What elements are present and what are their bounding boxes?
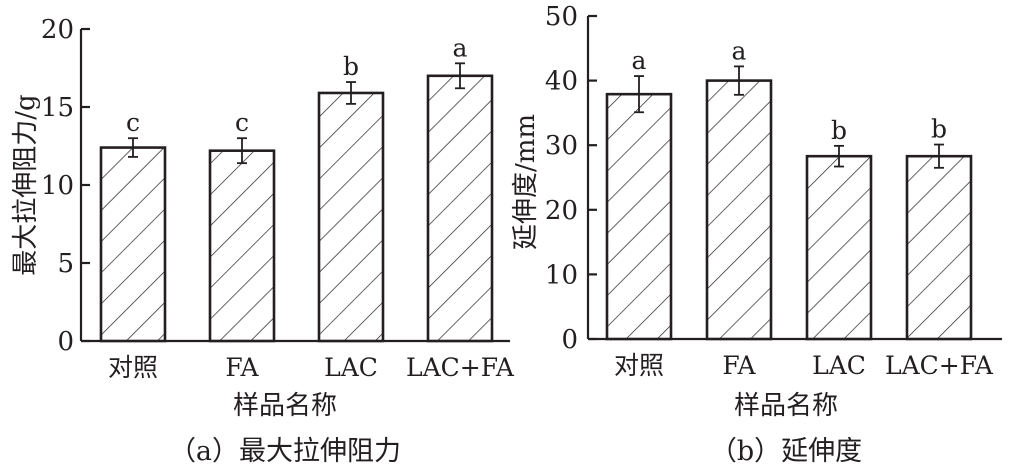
error-bar [934,143,944,169]
significance-label: b [831,116,847,145]
category-label: 对照 [108,353,158,382]
category-label: FA [225,353,259,382]
y-tick-label: 5 [57,249,74,279]
chart-panel-a: 0 5 10 15 20 对照 FA LAC LAC+FA c c b a 最大拉伸阻力/g 样品名… [11,15,515,467]
category-label: LAC [324,353,378,382]
bars-b: a a b b [605,36,973,341]
bar [705,79,773,341]
x-axis-title-b: 样品名称 [734,391,838,421]
error-bar [455,62,465,90]
y-tick-label: 40 [545,67,578,97]
error-bar [237,137,247,165]
error-bar [128,137,138,158]
y-axis-title-b: 延伸度/mm [511,114,541,250]
bar [99,146,167,343]
y-tick-label: 15 [41,93,74,123]
category-label: LAC+FA [885,351,994,380]
significance-label: b [343,52,359,81]
error-bar [634,75,644,114]
bar [905,154,973,341]
error-bar [834,144,844,168]
error-bar [734,65,744,96]
significance-label: a [453,33,468,62]
y-axis-b: 0 10 20 30 40 50 [545,2,597,355]
significance-label: b [931,115,947,144]
caption-a: （a）最大拉伸阻力 [169,436,401,467]
significance-label: c [235,108,249,137]
y-axis-a: 0 5 10 15 20 [41,15,90,357]
x-axis-b: 对照 FA LAC LAC+FA [588,337,1002,380]
chart-panel-b: 0 10 20 30 40 50 对照 FA LAC LAC+FA a a b b 延伸度/mm 样品… [511,2,1002,467]
y-tick-label: 20 [545,196,578,226]
y-tick-label: 50 [545,2,578,32]
y-axis-title-a: 最大拉伸阻力/g [11,94,41,275]
significance-label: a [732,36,747,65]
x-axis-a: 对照 FA LAC LAC+FA [81,339,515,382]
significance-label: c [126,108,140,137]
error-bar [346,81,356,105]
y-tick-label: 0 [561,325,578,355]
caption-b: （b）延伸度 [710,436,862,467]
bar [426,74,494,343]
y-tick-label: 10 [545,260,578,290]
bars-a: c c b a [99,33,494,343]
category-label: LAC+FA [406,353,515,382]
bar [805,154,873,341]
significance-label: a [632,46,647,75]
bar [208,149,276,343]
bar [317,91,385,343]
y-tick-label: 10 [41,171,74,201]
category-label: FA [722,351,756,380]
bar [605,92,673,341]
category-label: LAC [812,351,866,380]
y-tick-label: 30 [545,131,578,161]
y-tick-label: 20 [41,15,74,45]
category-label: 对照 [614,351,664,380]
y-tick-label: 0 [57,327,74,357]
x-axis-title-a: 样品名称 [233,391,337,421]
